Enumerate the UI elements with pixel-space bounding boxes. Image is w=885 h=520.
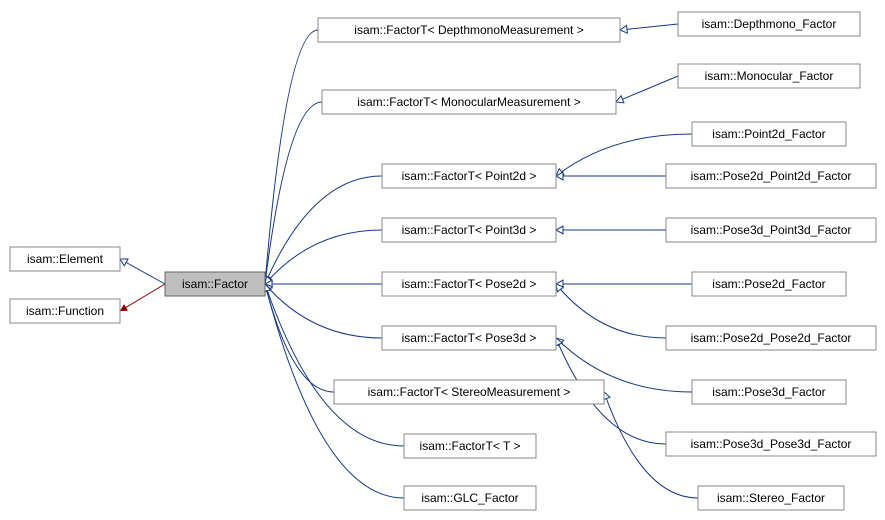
class-node[interactable]: isam::FactorT< Pose3d >	[382, 326, 556, 350]
class-node[interactable]: isam::FactorT< Point3d >	[382, 218, 556, 242]
class-node[interactable]: isam::FactorT< T >	[404, 434, 536, 458]
arrowhead-icon	[120, 304, 128, 311]
node-label: isam::FactorT< T >	[420, 439, 521, 453]
nodes-layer: isam::Elementisam::Functionisam::Factori…	[10, 12, 876, 510]
class-node[interactable]: isam::FactorT< StereoMeasurement >	[334, 380, 604, 404]
inheritance-edge	[265, 176, 382, 284]
class-node[interactable]: isam::Depthmono_Factor	[678, 12, 860, 36]
class-node[interactable]: isam::FactorT< DepthmonoMeasurement >	[318, 18, 620, 42]
arrowhead-icon	[556, 226, 563, 234]
node-label: isam::Depthmono_Factor	[702, 17, 837, 31]
node-label: isam::FactorT< Point2d >	[402, 169, 537, 183]
arrowhead-icon	[620, 25, 627, 33]
node-label: isam::Stereo_Factor	[717, 491, 825, 505]
node-label: isam::FactorT< Pose2d >	[402, 277, 537, 291]
node-label: isam::Pose2d_Point2d_Factor	[691, 169, 852, 183]
node-label: isam::FactorT< DepthmonoMeasurement >	[354, 23, 583, 37]
node-label: isam::FactorT< StereoMeasurement >	[368, 385, 571, 399]
class-node[interactable]: isam::Element	[10, 247, 120, 271]
class-node[interactable]: isam::Pose3d_Point3d_Factor	[666, 218, 876, 242]
class-node[interactable]: isam::FactorT< Pose2d >	[382, 272, 556, 296]
node-label: isam::Function	[26, 304, 104, 318]
node-label: isam::Factor	[182, 277, 248, 291]
inheritance-edge	[616, 76, 678, 102]
class-node[interactable]: isam::Factor	[165, 272, 265, 296]
node-label: isam::Pose3d_Factor	[712, 385, 825, 399]
node-label: isam::Element	[27, 252, 104, 266]
node-label: isam::Pose2d_Pose2d_Factor	[691, 331, 852, 345]
inheritance-edge	[620, 24, 678, 30]
inheritance-edge	[265, 284, 404, 446]
class-node[interactable]: isam::GLC_Factor	[404, 486, 536, 510]
node-label: isam::Pose3d_Pose3d_Factor	[691, 437, 852, 451]
inheritance-edge	[556, 284, 666, 338]
node-label: isam::FactorT< Pose3d >	[402, 331, 537, 345]
node-label: isam::FactorT< MonocularMeasurement >	[357, 95, 580, 109]
inheritance-edge	[265, 30, 318, 284]
node-label: isam::Pose3d_Point3d_Factor	[691, 223, 852, 237]
class-node[interactable]: isam::Pose3d_Factor	[692, 380, 846, 404]
class-node[interactable]: isam::Function	[10, 299, 120, 323]
class-node[interactable]: isam::FactorT< MonocularMeasurement >	[322, 90, 616, 114]
inheritance-edge	[120, 284, 165, 311]
class-node[interactable]: isam::Monocular_Factor	[678, 64, 860, 88]
class-node[interactable]: isam::Point2d_Factor	[692, 122, 846, 146]
class-node[interactable]: isam::Pose2d_Point2d_Factor	[666, 164, 876, 188]
inheritance-edge	[120, 259, 165, 284]
node-label: isam::Point2d_Factor	[712, 127, 825, 141]
class-node[interactable]: isam::Pose2d_Factor	[692, 272, 846, 296]
inheritance-edge	[265, 230, 382, 284]
node-label: isam::FactorT< Point3d >	[402, 223, 537, 237]
node-label: isam::Monocular_Factor	[705, 69, 834, 83]
inheritance-diagram: isam::Elementisam::Functionisam::Factori…	[0, 0, 885, 520]
node-label: isam::GLC_Factor	[421, 491, 518, 505]
node-label: isam::Pose2d_Factor	[712, 277, 825, 291]
class-node[interactable]: isam::Pose2d_Pose2d_Factor	[666, 326, 876, 350]
class-node[interactable]: isam::Pose3d_Pose3d_Factor	[666, 432, 876, 456]
inheritance-edge	[265, 284, 334, 392]
class-node[interactable]: isam::Stereo_Factor	[698, 486, 844, 510]
class-node[interactable]: isam::FactorT< Point2d >	[382, 164, 556, 188]
arrowhead-icon	[616, 96, 624, 103]
